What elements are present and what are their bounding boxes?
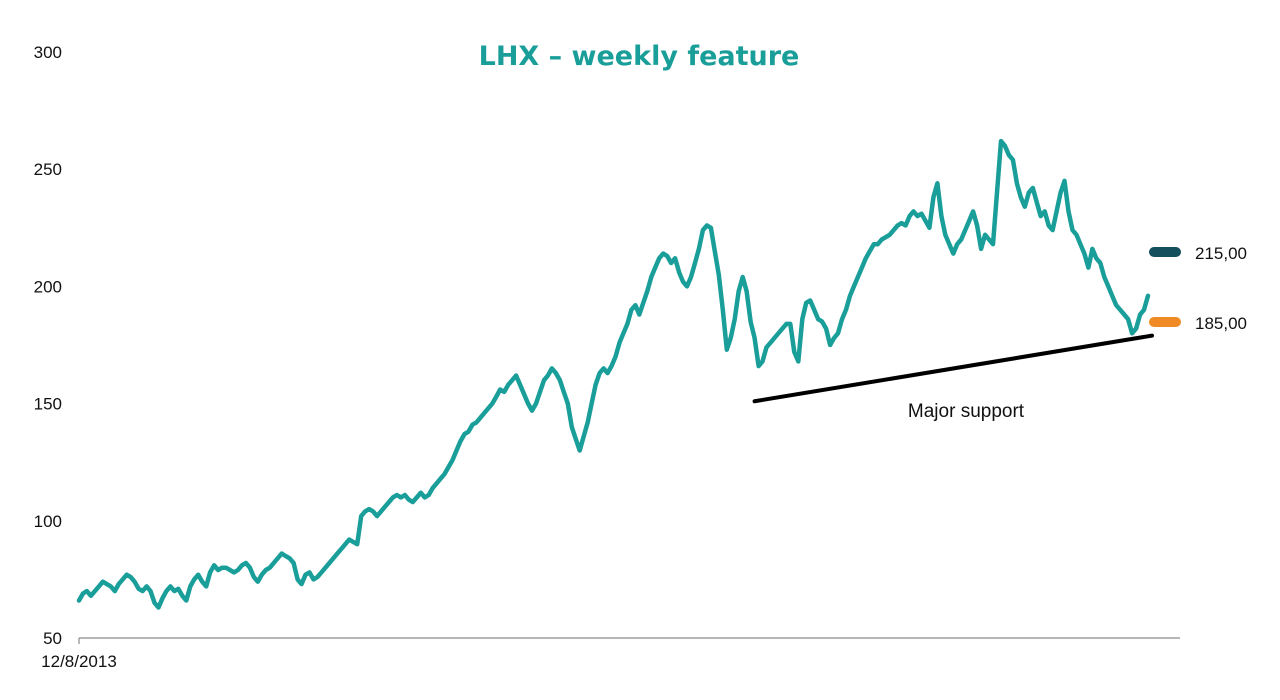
level-markers: 215,00 185,00 [1149,244,1247,333]
price-series-line [76,138,1151,610]
y-tick-label: 150 [34,395,62,414]
support-line [752,333,1154,404]
y-tick-label: 100 [34,512,62,531]
level-label-185: 185,00 [1195,314,1247,333]
y-tick-label: 300 [34,43,62,62]
level-label-215: 215,00 [1195,244,1247,263]
y-tick-label: 50 [43,629,62,648]
y-tick-label: 200 [34,277,62,296]
chart-title: LHX – weekly feature [479,41,800,72]
y-tick-label: 250 [34,160,62,179]
y-axis-ticks: 50 100 150 200 250 300 [34,43,62,648]
x-tick-label: 12/8/2013 [41,652,117,671]
support-annotation: Major support [908,401,1025,422]
